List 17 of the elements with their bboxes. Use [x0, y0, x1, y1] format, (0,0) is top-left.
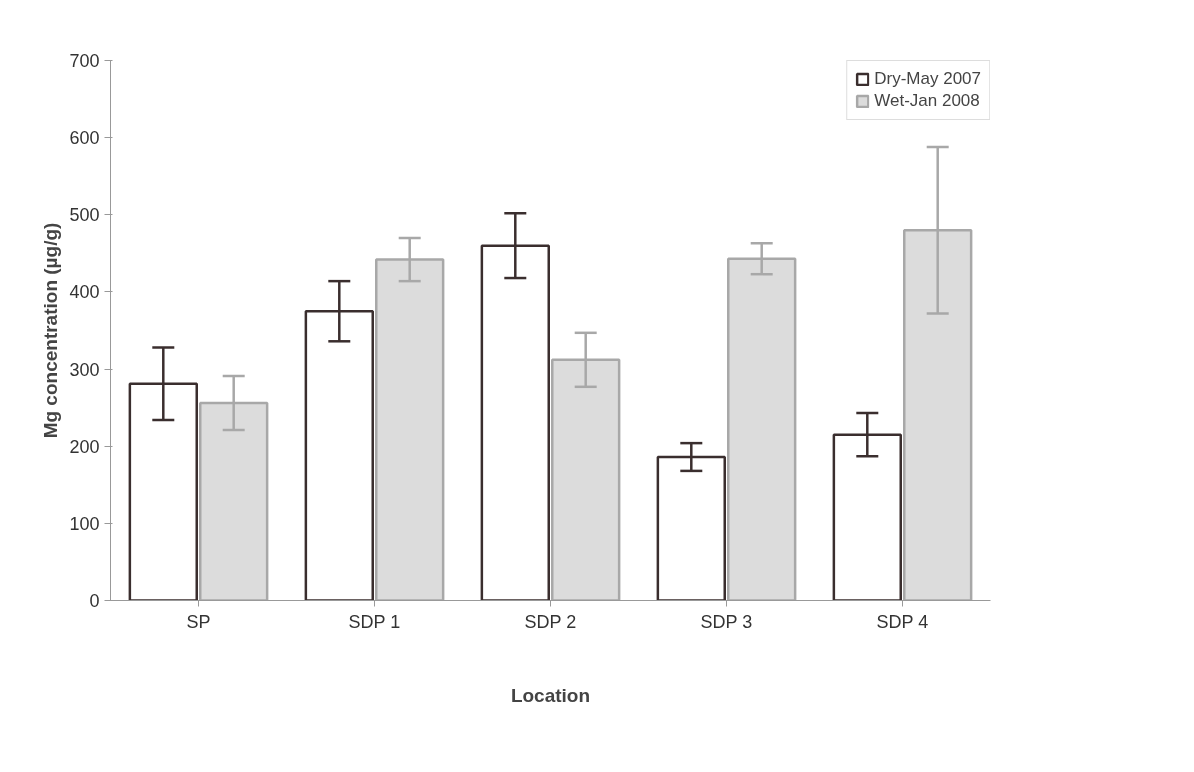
y-tick-label: 200	[69, 436, 100, 457]
y-tick-label: 700	[69, 51, 100, 71]
y-tick-label: 100	[69, 513, 100, 534]
x-tick-label: SDP 2	[524, 611, 577, 632]
x-tick-label: SDP 1	[348, 611, 401, 632]
x-tick-label: SP	[186, 611, 211, 632]
legend-label: Dry-May 2007	[874, 69, 981, 89]
y-tick-label: 600	[69, 128, 100, 149]
y-tick-label: 400	[69, 282, 100, 303]
x-axis-title: Location	[510, 684, 591, 706]
x-tick-label: SDP 3	[700, 611, 753, 632]
y-tick-label: 300	[69, 359, 100, 380]
y-tick-label: 0	[89, 591, 100, 611]
y-tick-label: 500	[69, 205, 100, 226]
legend-label: Wet-Jan 2008	[874, 91, 980, 111]
y-axis-title: Mg concentration (µg/g)	[40, 222, 62, 439]
x-tick-label: SDP 4	[876, 611, 929, 632]
